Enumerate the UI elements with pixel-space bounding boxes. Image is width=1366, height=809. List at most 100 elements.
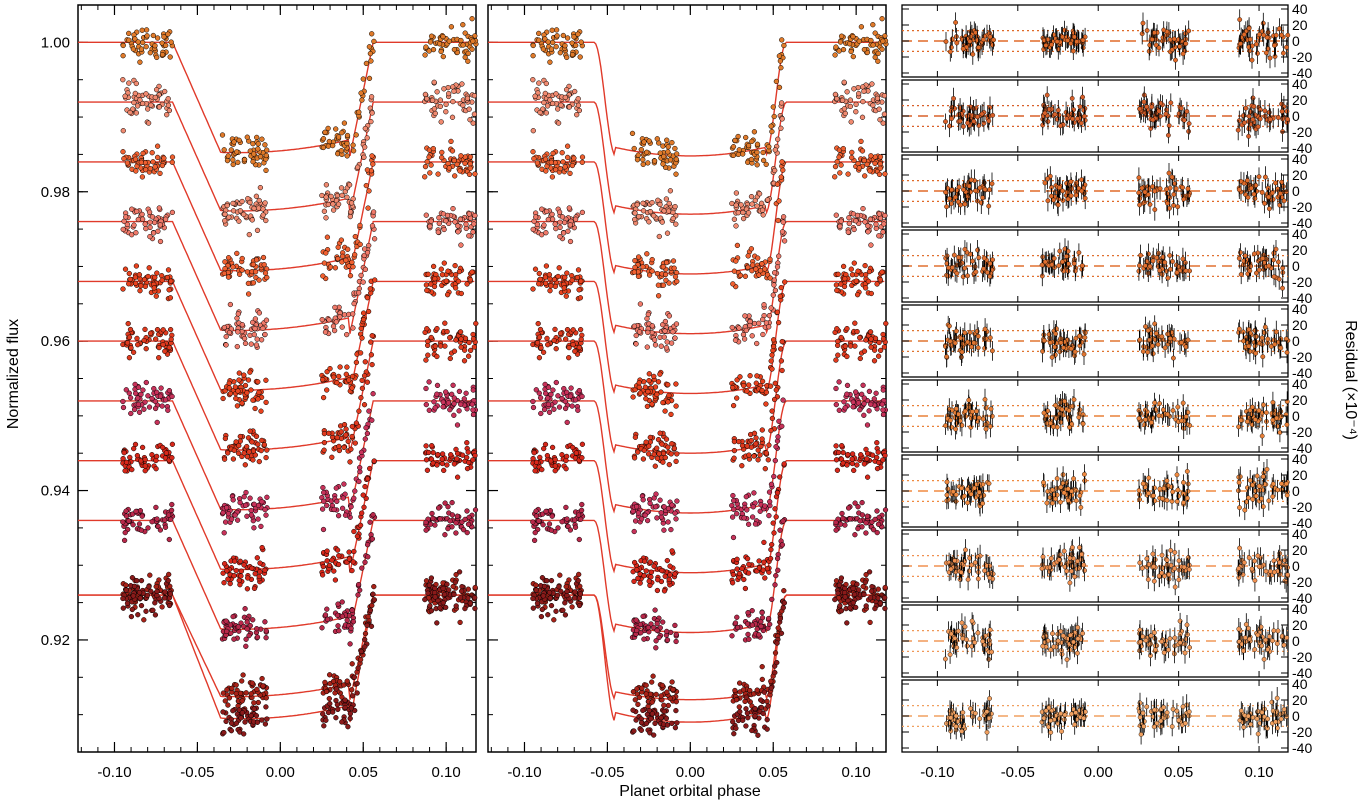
data-point <box>321 527 326 532</box>
data-point <box>670 140 675 145</box>
data-point <box>225 451 230 456</box>
data-point <box>570 404 575 409</box>
data-point <box>359 566 364 571</box>
data-point <box>554 380 559 385</box>
data-point <box>671 687 676 692</box>
data-point <box>650 200 655 205</box>
data-point <box>325 617 330 622</box>
data-point <box>365 476 370 481</box>
data-point <box>336 202 341 207</box>
data-point <box>659 715 664 720</box>
data-point <box>849 49 854 54</box>
data-point <box>638 302 643 307</box>
data-point <box>232 637 237 642</box>
data-point <box>673 572 678 577</box>
data-point <box>834 288 839 293</box>
data-point <box>140 40 145 45</box>
data-point <box>430 98 435 103</box>
data-point <box>648 560 653 565</box>
data-point <box>166 513 171 518</box>
data-point <box>577 603 582 608</box>
data-point <box>767 313 772 318</box>
data-point <box>833 92 838 97</box>
data-point <box>164 112 169 117</box>
data-point <box>649 716 654 721</box>
data-point <box>168 55 173 60</box>
data-point <box>230 708 235 713</box>
data-point <box>435 89 440 94</box>
data-point <box>775 310 780 315</box>
data-point <box>322 209 327 214</box>
data-point <box>222 457 227 462</box>
data-point <box>545 453 550 458</box>
data-point <box>858 519 863 524</box>
data-point <box>170 455 175 460</box>
data-point <box>368 340 373 345</box>
data-point <box>445 463 450 468</box>
data-point <box>473 213 478 218</box>
data-point <box>141 617 146 622</box>
data-point <box>731 535 736 540</box>
data-point <box>782 280 787 285</box>
data-point <box>756 457 761 462</box>
data-point <box>471 332 476 337</box>
data-point <box>660 620 665 625</box>
data-point <box>460 22 465 27</box>
data-point <box>854 279 859 284</box>
data-point <box>653 504 658 509</box>
data-point <box>227 386 232 391</box>
data-point <box>562 286 567 291</box>
data-point <box>637 695 642 700</box>
data-point <box>560 150 565 155</box>
data-point <box>772 114 777 119</box>
data-point <box>643 385 648 390</box>
data-point <box>352 529 357 534</box>
data-point <box>460 82 465 87</box>
data-point <box>773 458 778 463</box>
data-point <box>860 149 865 154</box>
data-point <box>344 427 349 432</box>
data-point <box>327 672 332 677</box>
data-point <box>557 405 562 410</box>
data-point <box>132 584 137 589</box>
data-point <box>635 686 640 691</box>
data-point <box>470 402 475 407</box>
data-point <box>364 183 369 188</box>
data-point <box>655 621 660 626</box>
data-point <box>264 705 269 710</box>
data-point <box>530 520 535 525</box>
data-point <box>444 102 449 107</box>
data-point <box>537 355 542 360</box>
data-point <box>427 380 432 385</box>
data-point <box>255 379 260 384</box>
data-point <box>839 219 844 224</box>
data-point <box>666 400 671 405</box>
data-point <box>137 272 142 277</box>
data-point <box>158 171 163 176</box>
data-point <box>557 584 562 589</box>
data-point <box>781 588 786 593</box>
data-point <box>860 513 865 518</box>
data-point <box>163 590 168 595</box>
data-point <box>639 147 644 152</box>
data-point <box>135 612 140 617</box>
data-point <box>749 139 754 144</box>
data-point <box>155 589 160 594</box>
data-point <box>257 311 262 316</box>
data-point <box>651 674 656 679</box>
data-point <box>769 428 774 433</box>
data-point <box>438 98 443 103</box>
data-point <box>339 148 344 153</box>
data-point <box>532 450 537 455</box>
data-point <box>868 217 873 222</box>
data-point <box>452 592 457 597</box>
data-point <box>556 393 561 398</box>
data-point <box>424 386 429 391</box>
data-point <box>664 437 669 442</box>
data-point <box>862 174 867 179</box>
data-point <box>155 420 160 425</box>
data-point <box>562 275 567 280</box>
data-point <box>138 596 143 601</box>
data-point <box>128 395 133 400</box>
data-point <box>540 575 545 580</box>
